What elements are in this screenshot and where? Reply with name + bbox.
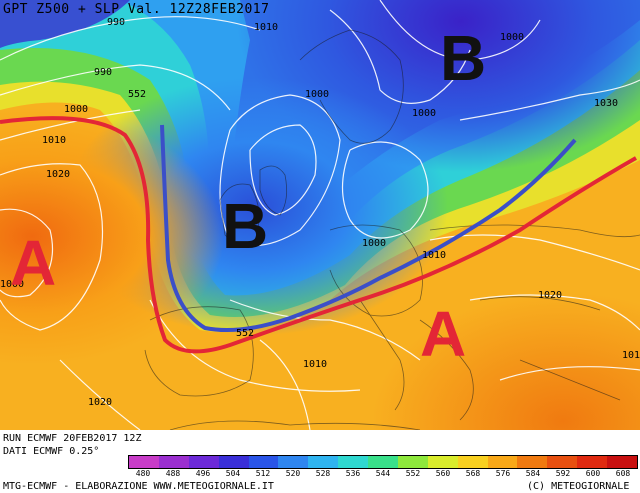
credits: MTG-ECMWF - ELABORAZIONE WWW.METEOGIORNA…: [3, 481, 274, 492]
scale-swatch: [397, 456, 428, 468]
isobar-label: 1000: [305, 89, 329, 100]
isobar-label: 1000: [500, 32, 524, 43]
scale-tick-label: 496: [195, 469, 211, 478]
isobar-label: 1000: [0, 279, 24, 290]
color-scale-ticks: 480 488 496 504 512 520 528 536 544 552 560 568 576 5…: [128, 469, 638, 481]
scale-tick-label: 592: [555, 469, 571, 478]
isobar-label-layer: 990 1010 990 552 1000 1010 1020 1000 100…: [0, 17, 640, 408]
run-info: RUN ECMWF 20FEB2017 12Z: [3, 433, 142, 444]
isobar-label: 1000: [362, 238, 386, 249]
data-source: DATI ECMWF 0.25°: [3, 446, 100, 457]
weather-map: 990 1010 990 552 1000 1010 1020 1000 100…: [0, 0, 640, 430]
coastlines: [144, 29, 640, 430]
isobar-label: 1020: [46, 169, 70, 180]
high-pressure-label-southeast: A: [420, 298, 466, 370]
scale-swatch: [248, 456, 279, 468]
isobar-label: 552: [236, 328, 254, 339]
scale-tick-label: 576: [495, 469, 511, 478]
color-scale: [128, 455, 638, 469]
scale-tick-label: 520: [285, 469, 301, 478]
isobar-label: 1000: [64, 104, 88, 115]
scale-swatch: [577, 456, 607, 468]
map-title: GPT Z500 + SLP Val. 12Z28FEB2017: [3, 2, 270, 17]
map-canvas: 990 1010 990 552 1000 1010 1020 1000 100…: [0, 0, 640, 430]
low-pressure-label-north: B: [440, 22, 486, 94]
scale-tick-label: 552: [405, 469, 421, 478]
scale-tick-label: 560: [435, 469, 451, 478]
scale-swatch: [278, 456, 309, 468]
high-southeast-core: [0, 0, 640, 430]
scale-swatch: [129, 456, 159, 468]
ridge-line-west: [0, 116, 637, 354]
isobar-label: 1030: [594, 98, 618, 109]
scale-tick-label: 608: [615, 469, 631, 478]
scale-tick-label: 544: [375, 469, 391, 478]
isobar-label: 1010: [254, 22, 278, 33]
scale-swatch: [517, 456, 548, 468]
scale-tick-label: 480: [135, 469, 151, 478]
copyright: (C) METEOGIORNALE: [527, 481, 630, 492]
trough-line: [160, 124, 577, 333]
scale-swatch: [547, 456, 578, 468]
scale-swatch: [487, 456, 518, 468]
scale-swatch: [338, 456, 368, 468]
scale-tick-label: 536: [345, 469, 361, 478]
scale-swatch: [427, 456, 458, 468]
scale-swatch: [457, 456, 488, 468]
isobar-label: 1010: [422, 250, 446, 261]
low-pressure-label-central: B: [222, 190, 268, 262]
scale-swatch: [158, 456, 189, 468]
isobar-label: 990: [107, 17, 125, 28]
high-pressure-label-west: A: [10, 227, 56, 299]
scale-tick-label: 528: [315, 469, 331, 478]
isobar-label: 1010: [303, 359, 327, 370]
isobar-label: 1020: [88, 397, 112, 408]
scale-tick-label: 512: [255, 469, 271, 478]
isobar-label: 1020: [538, 290, 562, 301]
scale-tick-label: 584: [525, 469, 541, 478]
scale-swatch: [188, 456, 219, 468]
isobar-label: 1010: [622, 350, 640, 361]
isobar-label: 552: [128, 89, 146, 100]
isobar-label: 990: [94, 67, 112, 78]
scale-swatch: [218, 456, 249, 468]
cold-corner-nw: [0, 0, 130, 48]
isobar-label: 1010: [42, 135, 66, 146]
scale-tick-label: 504: [225, 469, 241, 478]
scale-swatch: [607, 456, 637, 468]
scale-swatch: [368, 456, 398, 468]
isobar-label: 1000: [412, 108, 436, 119]
scale-tick-label: 600: [585, 469, 601, 478]
scale-tick-label: 568: [465, 469, 481, 478]
scale-swatch: [308, 456, 339, 468]
scale-tick-label: 488: [165, 469, 181, 478]
